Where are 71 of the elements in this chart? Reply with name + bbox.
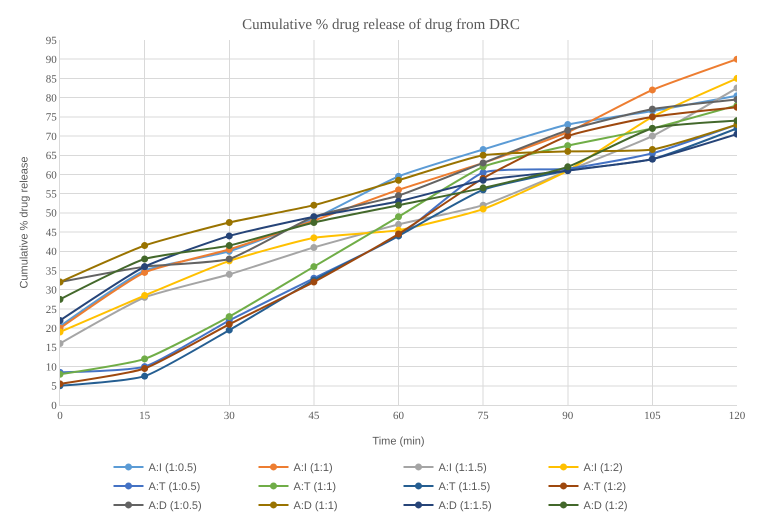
legend-label: A:T (1:1): [294, 481, 336, 494]
y-tick-label: 75: [46, 112, 58, 124]
legend-label: A:T (1:1.5): [438, 481, 490, 494]
point: [480, 152, 487, 159]
y-tick-label: 50: [46, 208, 58, 220]
point: [395, 202, 402, 209]
y-tick-label: 95: [46, 34, 58, 47]
point: [395, 213, 402, 220]
y-tick-label: 80: [46, 92, 58, 104]
x-tick-label: 60: [393, 410, 404, 422]
y-tick-label: 15: [46, 342, 58, 354]
y-tick-label: 90: [46, 54, 58, 66]
y-tick-label: 20: [46, 323, 58, 336]
point: [395, 192, 402, 200]
point: [564, 148, 572, 155]
point: [141, 355, 148, 362]
point: [310, 244, 318, 251]
legend-label: A:D (1:1.5): [438, 500, 492, 512]
legend-label: A:I (1:1.5): [438, 462, 487, 474]
chart-title: Cumulative % drug release of drug from DRC: [242, 17, 520, 34]
point: [648, 146, 656, 153]
legend-label: A:T (1:2): [584, 481, 626, 494]
y-tick-label: 45: [46, 226, 58, 239]
point: [395, 176, 402, 184]
legend-label: A:D (1:0.5): [148, 500, 202, 512]
y-tick-label: 5: [51, 380, 58, 393]
y-tick-label: 0: [51, 400, 58, 412]
y-tick-label: 70: [46, 130, 58, 143]
y-tick-label: 30: [46, 284, 58, 297]
x-tick-label: 45: [308, 410, 320, 422]
legend-label: A:D (1:1): [294, 500, 338, 512]
x-axis-title: Time (min): [372, 435, 425, 448]
x-tick-label: 75: [478, 410, 490, 422]
point: [310, 234, 318, 242]
legend-label: A:D (1:2): [584, 500, 628, 512]
point: [480, 146, 487, 153]
y-tick-label: 35: [46, 265, 58, 278]
point: [648, 86, 656, 94]
y-axis-title: Cumulative % drug release: [18, 156, 30, 289]
x-tick-label: 105: [644, 410, 662, 422]
legend-label: A:I (1:0.5): [148, 462, 197, 474]
x-tick-label: 120: [728, 410, 746, 422]
x-tick-label: 90: [562, 410, 574, 422]
y-tick-label: 65: [46, 150, 58, 162]
point: [395, 220, 402, 228]
point: [226, 232, 233, 240]
y-tick-label: 60: [46, 169, 58, 182]
y-tick-label: 25: [46, 304, 58, 316]
point: [141, 256, 148, 262]
y-tick-label: 85: [46, 73, 58, 86]
point: [226, 320, 233, 328]
point: [480, 206, 487, 213]
point: [564, 142, 572, 150]
x-tick-label: 30: [224, 410, 236, 422]
point: [648, 132, 656, 140]
legend-label: A:T (1:0.5): [148, 481, 200, 494]
legend-label: A:I (1:2): [584, 462, 623, 474]
point: [564, 121, 572, 128]
point: [226, 242, 233, 250]
point: [310, 202, 318, 209]
y-tick-label: 40: [46, 246, 58, 258]
legend-label: A:I (1:1): [294, 462, 333, 474]
point: [226, 219, 233, 226]
point: [310, 263, 318, 270]
point: [226, 270, 233, 278]
point: [226, 313, 233, 320]
y-tick-label: 55: [46, 188, 58, 201]
point: [141, 372, 148, 380]
point: [141, 242, 148, 250]
y-tick-label: 10: [46, 361, 58, 374]
x-tick-label: 15: [139, 410, 151, 422]
